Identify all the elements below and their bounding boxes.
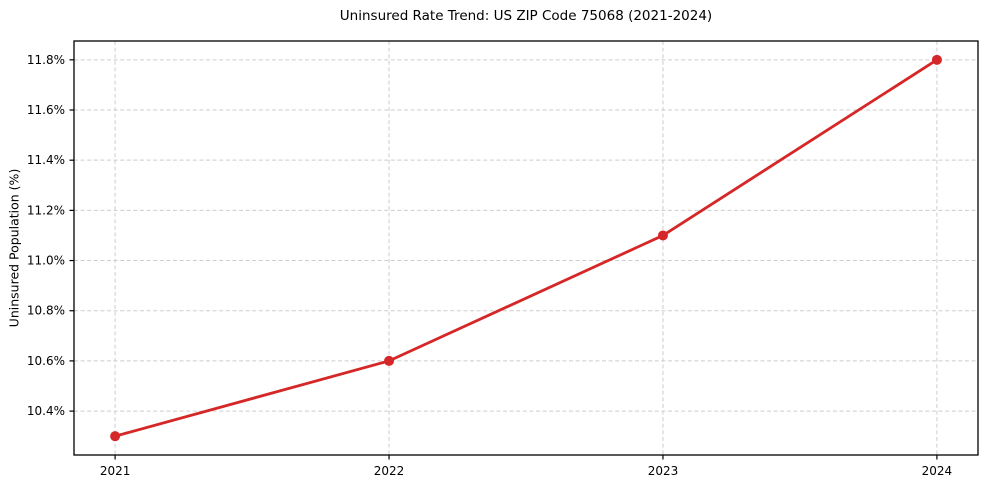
data-point-marker: [384, 355, 395, 366]
y-tick-label: 11.2%: [27, 203, 65, 217]
trend-line: [113, 58, 939, 438]
x-tick-label: 2021: [100, 464, 131, 478]
data-point-marker: [657, 230, 668, 241]
x-tick-label: 2023: [648, 464, 679, 478]
y-tick-label: 10.8%: [27, 304, 65, 318]
y-tick-label: 11.6%: [27, 103, 65, 117]
chart-title: Uninsured Rate Trend: US ZIP Code 75068 …: [339, 8, 713, 24]
y-tick-label: 11.4%: [27, 153, 65, 167]
data-point-marker: [931, 54, 942, 65]
plot-border: [73, 40, 979, 456]
data-point-marker: [110, 431, 121, 442]
x-tick-label: 2022: [374, 464, 405, 478]
y-tick-label: 11.0%: [27, 254, 65, 268]
x-tick-label: 2024: [922, 464, 953, 478]
y-tick-label: 10.6%: [27, 354, 65, 368]
y-tick-label: 11.8%: [27, 53, 65, 67]
y-tick-label: 10.4%: [27, 404, 65, 418]
